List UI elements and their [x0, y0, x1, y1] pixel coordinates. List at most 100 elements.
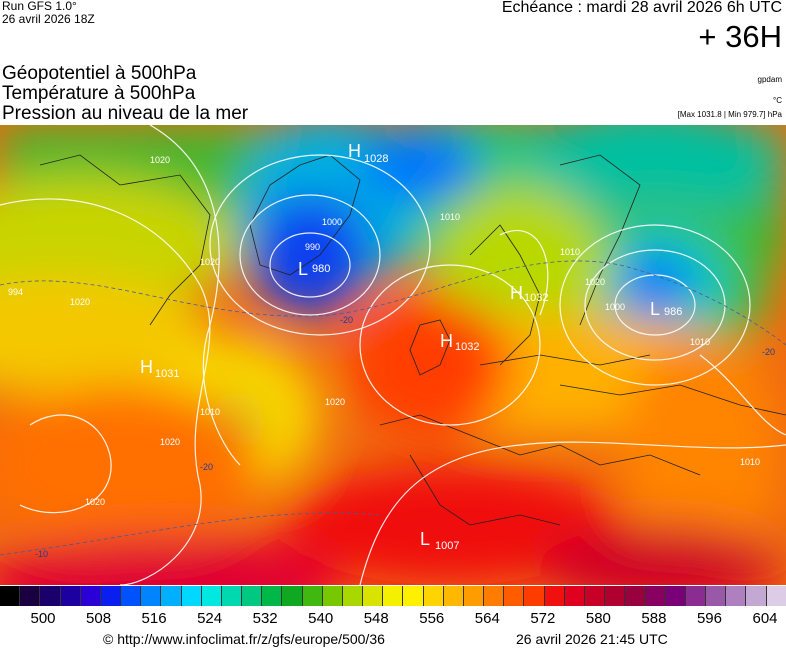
color-scale-cell — [403, 586, 424, 606]
temperature-isotherms — [0, 260, 786, 556]
svg-text:1020: 1020 — [200, 257, 220, 267]
source-url: © http://www.infoclimat.fr/z/gfs/europe/… — [103, 631, 385, 647]
layer-title-temperature: Température à 500hPa — [2, 83, 196, 104]
color-scale-cell — [40, 586, 61, 606]
svg-text:1010: 1010 — [200, 407, 220, 417]
isobars — [0, 125, 786, 585]
svg-text:1010: 1010 — [740, 457, 760, 467]
temperature-field — [0, 125, 786, 585]
svg-text:H: H — [140, 357, 153, 377]
svg-text:-20: -20 — [340, 315, 353, 325]
color-scale-label: 580 — [585, 610, 611, 627]
color-scale-cell — [726, 586, 747, 606]
svg-text:1032: 1032 — [524, 292, 548, 304]
color-scale-cell — [463, 586, 485, 606]
color-scale-cell — [685, 586, 707, 606]
color-scale-cell — [342, 586, 364, 606]
color-scale-cell — [584, 586, 606, 606]
svg-text:1010: 1010 — [560, 247, 580, 257]
low-center: L 986 — [650, 299, 682, 319]
layer-title-pressure: Pression au niveau de la mer — [2, 103, 249, 124]
low-center: L 1007 — [420, 529, 459, 552]
color-scale-cell — [706, 586, 727, 606]
unit-geopotential: gpdam — [757, 75, 782, 84]
pressure-range: [Max 1031.8 | Min 979.7] hPa — [677, 110, 782, 119]
isobar-value-labels: 1020 1010 1000 990 1020 1020 1010 1020 1… — [8, 155, 760, 507]
color-scale-cell — [262, 586, 283, 606]
color-scale-cell — [181, 586, 202, 606]
color-scale-cell — [302, 586, 323, 606]
svg-text:990: 990 — [305, 242, 320, 252]
color-scale-label: 572 — [530, 610, 556, 627]
high-center: H 1032 — [440, 331, 479, 353]
color-scale-cell — [605, 586, 626, 606]
color-scale-cell — [282, 586, 303, 606]
high-center: H 1028 — [348, 141, 388, 165]
high-center: H 1031 — [140, 357, 179, 380]
color-scale-cell — [60, 586, 81, 606]
svg-text:1007: 1007 — [435, 540, 459, 552]
low-center: L 980 — [298, 259, 330, 279]
svg-text:-10: -10 — [35, 549, 48, 559]
color-scale-label: 596 — [696, 610, 722, 627]
color-scale-label: 548 — [363, 610, 389, 627]
svg-text:1010: 1010 — [440, 212, 460, 222]
svg-text:1000: 1000 — [322, 217, 342, 227]
color-scale-cell — [0, 586, 21, 606]
color-scale-label: 524 — [197, 610, 223, 627]
svg-text:1031: 1031 — [155, 368, 179, 380]
color-scale-cell — [564, 586, 585, 606]
color-scale-cell — [665, 586, 686, 606]
color-scale-cell — [20, 586, 41, 606]
svg-text:994: 994 — [8, 287, 23, 297]
high-center: H 1032 — [510, 283, 548, 304]
color-scale-label: 564 — [474, 610, 500, 627]
svg-text:L: L — [420, 529, 430, 549]
geopotential-color-scale — [0, 586, 786, 606]
color-scale-cell — [544, 586, 565, 606]
color-scale-cell — [443, 586, 464, 606]
run-label: Run GFS 1.0° — [2, 0, 77, 13]
color-scale-cell — [201, 586, 222, 606]
svg-text:980: 980 — [312, 263, 330, 275]
svg-text:1020: 1020 — [160, 437, 180, 447]
color-scale-label: 532 — [252, 610, 278, 627]
color-scale-label: 516 — [141, 610, 167, 627]
run-date: 26 avril 2026 18Z — [2, 12, 95, 26]
color-scale-cell — [221, 586, 243, 606]
svg-text:L: L — [298, 259, 308, 279]
weather-map: H 1028 L 980 H 1032 H 1032 L 986 H 1031 L 1007 … — [0, 125, 786, 585]
forecast-offset: + 36H — [698, 19, 782, 54]
color-scale-cell — [746, 586, 767, 606]
svg-text:986: 986 — [664, 306, 682, 318]
color-scale-label: 604 — [752, 610, 778, 627]
svg-text:1020: 1020 — [585, 277, 605, 287]
svg-text:L: L — [650, 299, 660, 319]
svg-text:1032: 1032 — [455, 341, 479, 353]
svg-text:H: H — [510, 283, 523, 303]
svg-text:1020: 1020 — [325, 397, 345, 407]
svg-text:1028: 1028 — [364, 153, 388, 165]
pressure-center-labels: H 1028 L 980 H 1032 H 1032 L 986 H 1031 L 1007 — [140, 141, 682, 552]
layer-title-geopotential: Géopotentiel à 500hPa — [2, 63, 197, 84]
color-scale-cell — [766, 586, 786, 606]
color-scale-labels: 500 508 516 524 532 540 548 556 564 572 580 588 596 6… — [0, 610, 786, 628]
svg-text:1000: 1000 — [605, 302, 625, 312]
color-scale-cell — [322, 586, 343, 606]
color-scale-label: 556 — [419, 610, 445, 627]
color-scale-cell — [504, 586, 525, 606]
svg-text:H: H — [348, 141, 361, 161]
color-scale-cell — [645, 586, 666, 606]
color-scale-label: 500 — [30, 610, 56, 627]
color-scale-cell — [484, 586, 505, 606]
svg-text:1020: 1020 — [85, 497, 105, 507]
svg-text:1010: 1010 — [690, 337, 710, 347]
svg-text:1020: 1020 — [70, 297, 90, 307]
color-scale-cell — [242, 586, 263, 606]
color-scale-cell — [625, 586, 646, 606]
color-scale-cell — [141, 586, 162, 606]
svg-text:H: H — [440, 331, 453, 351]
color-scale-cell — [161, 586, 182, 606]
svg-text:-20: -20 — [200, 462, 213, 472]
color-scale-label: 588 — [641, 610, 667, 627]
